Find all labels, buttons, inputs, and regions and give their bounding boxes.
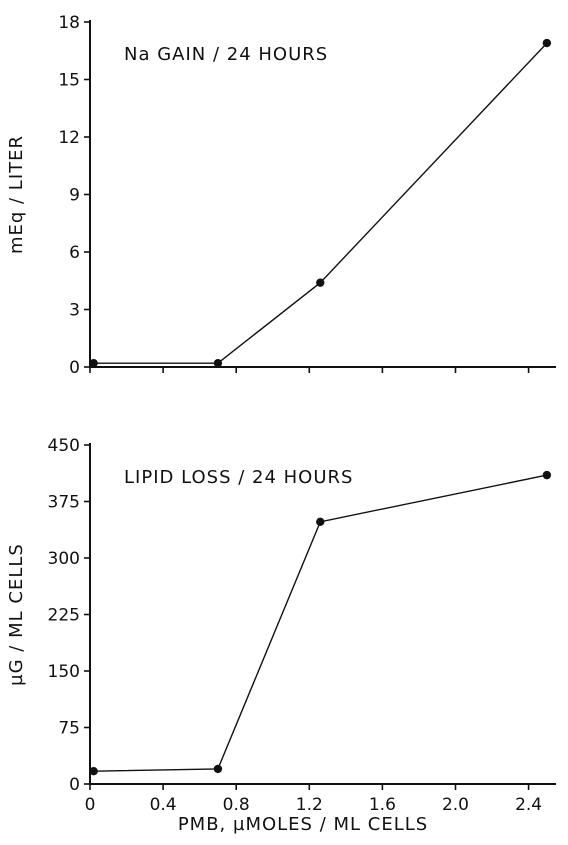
data-point [543, 39, 551, 47]
chart-title: LIPID LOSS / 24 HOURS [124, 467, 353, 488]
y-tick-label: 0 [69, 775, 80, 795]
chart-title: Na GAIN / 24 HOURS [124, 44, 328, 65]
data-point [89, 767, 97, 775]
data-point [543, 471, 551, 479]
y-tick-label: 18 [58, 13, 80, 33]
x-axis-label: PMB, µMOLES / ML CELLS [178, 814, 428, 835]
x-tick-label: 1.6 [369, 795, 396, 815]
y-tick-label: 375 [48, 493, 80, 513]
y-tick-label: 300 [48, 549, 80, 569]
data-point [214, 765, 222, 773]
x-tick-label: 0.4 [150, 795, 177, 815]
x-tick-label: 0.8 [223, 795, 250, 815]
y-tick-label: 450 [48, 436, 80, 456]
y-tick-label: 9 [69, 186, 80, 206]
x-tick-label: 1.2 [296, 795, 323, 815]
series-line [94, 43, 547, 363]
y-tick-label: 75 [58, 719, 80, 739]
data-point [316, 278, 324, 286]
data-point [214, 359, 222, 367]
x-tick-label: 0 [85, 795, 96, 815]
y-axis-label: mEq / LITER [6, 135, 27, 254]
panel-lipid-loss: 0 75 150 225 300 375 450 0 0.4 0.8 1.2 1.6 2.0 2.4 LIP… [6, 436, 556, 835]
y-tick-label: 3 [69, 301, 80, 321]
y-tick-label: 6 [69, 243, 80, 263]
data-point [89, 359, 97, 367]
y-tick-label: 15 [58, 71, 80, 91]
x-tick-label: 2.0 [442, 795, 469, 815]
y-tick-label: 12 [58, 128, 80, 148]
x-tick-label: 2.4 [515, 795, 542, 815]
data-point [316, 518, 324, 526]
y-tick-label: 150 [48, 662, 80, 682]
panel-na-gain: 0 3 6 9 12 15 18 Na GAIN / 24 HOURS mEq / LITER [6, 13, 556, 378]
y-tick-label: 225 [48, 606, 80, 626]
y-tick-label: 0 [69, 358, 80, 378]
y-axis-label: µG / ML CELLS [6, 543, 27, 686]
